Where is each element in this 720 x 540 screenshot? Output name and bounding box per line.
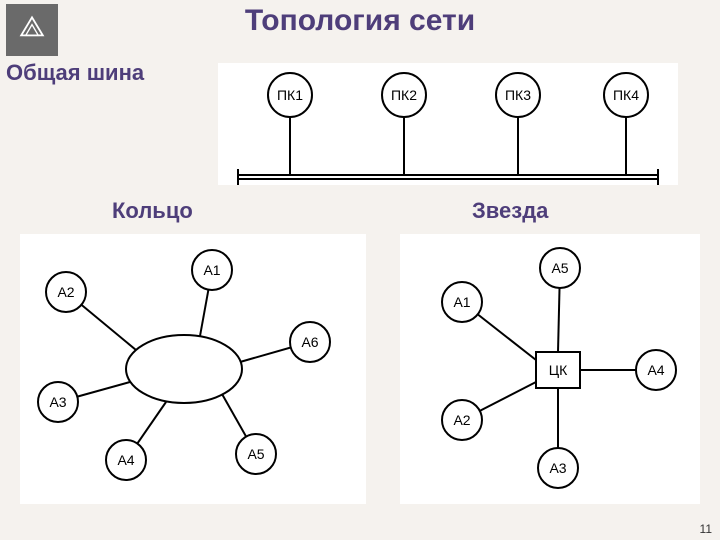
star-diagram: ЦК A5 A1 A4 A2 A3	[400, 234, 700, 504]
page-number: 11	[700, 522, 712, 536]
ring-node-label: A3	[49, 394, 66, 410]
bus-node-label: ПК4	[613, 87, 639, 103]
bus-diagram: ПК1 ПК2 ПК3 ПК4	[218, 63, 678, 185]
bus-label: Общая шина	[6, 60, 144, 86]
ring-node-label: A1	[203, 262, 220, 278]
ring-node-label: A2	[57, 284, 74, 300]
ring-node-label: A4	[117, 452, 134, 468]
star-label: Звезда	[472, 198, 548, 224]
ring-label: Кольцо	[112, 198, 193, 224]
star-node-label: A5	[551, 260, 568, 276]
star-node-label: A3	[549, 460, 566, 476]
ring-diagram: A1 A2 A6 A3 A4 A5	[20, 234, 366, 504]
bus-node-label: ПК1	[277, 87, 303, 103]
ring-node-label: A5	[247, 446, 264, 462]
star-node-label: A2	[453, 412, 470, 428]
ring-node-label: A6	[301, 334, 318, 350]
star-hub-label: ЦК	[549, 362, 568, 378]
page-title: Топология сети	[0, 4, 720, 38]
star-node-label: A4	[647, 362, 664, 378]
bus-node-label: ПК2	[391, 87, 417, 103]
star-node-label: A1	[453, 294, 470, 310]
bus-node-label: ПК3	[505, 87, 531, 103]
